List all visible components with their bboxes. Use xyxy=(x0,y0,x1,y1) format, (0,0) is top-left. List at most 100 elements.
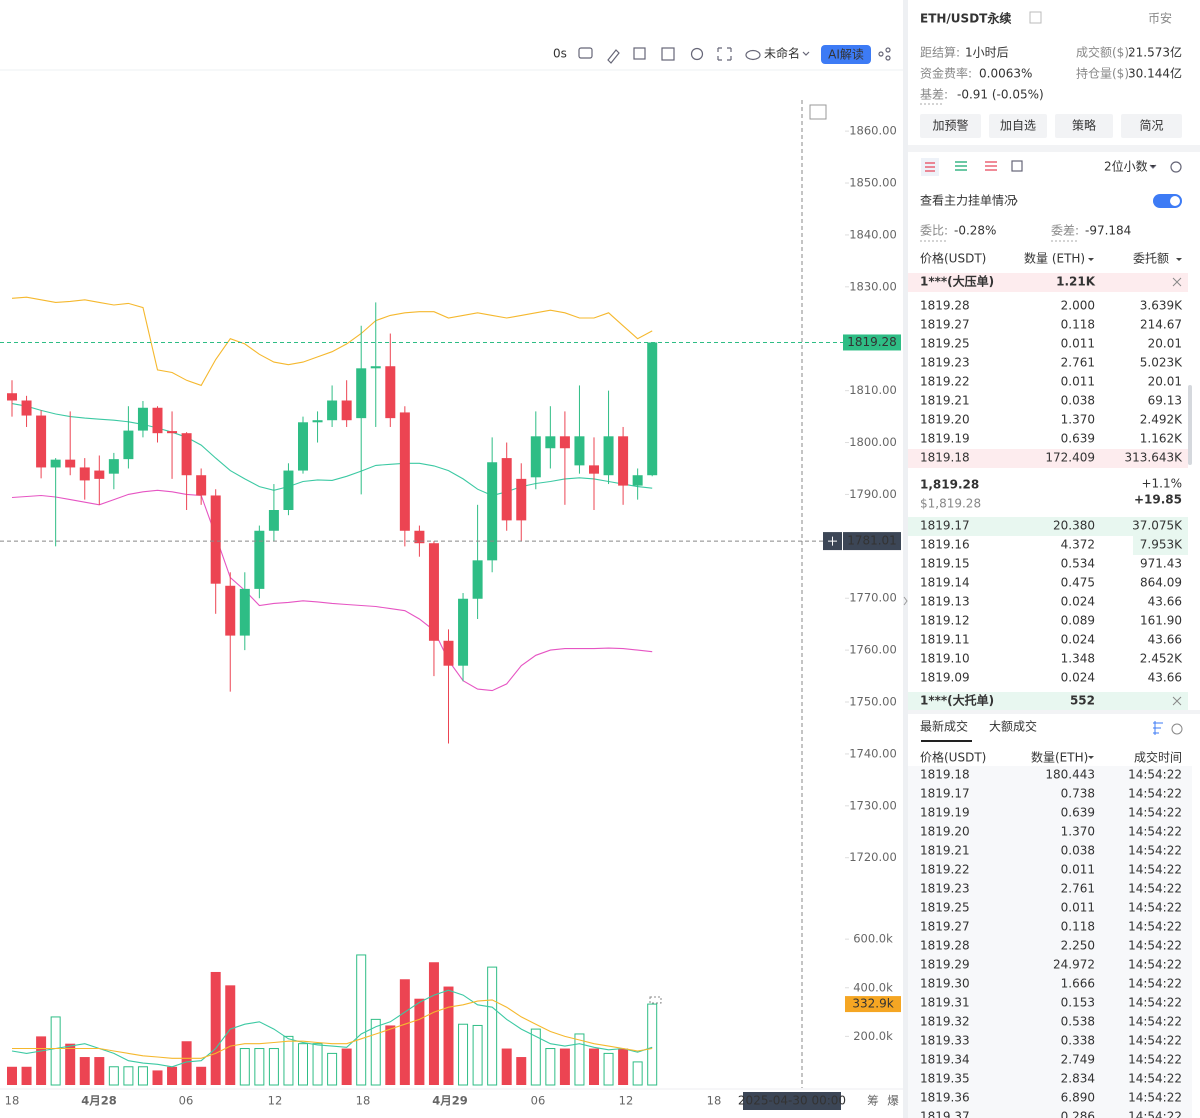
trade-price: 1819.23 xyxy=(920,882,970,896)
volume-bar xyxy=(283,1035,294,1086)
mode-depth-icon[interactable] xyxy=(1011,160,1023,172)
book-amount: 7.953K xyxy=(1140,538,1183,552)
candle-body xyxy=(123,430,134,460)
trade-qty: 1.666 xyxy=(1061,977,1095,991)
last-usd: $1,819.28 xyxy=(920,497,981,511)
decimals-arrow[interactable] xyxy=(1149,164,1157,169)
crosshair-price-tag xyxy=(843,532,901,551)
last-price-label: 1819.28 xyxy=(847,335,897,349)
decimals-select[interactable]: 2位小数 xyxy=(1104,159,1148,174)
share-icon[interactable] xyxy=(878,51,884,57)
action-button-label[interactable]: 简况 xyxy=(1139,119,1163,133)
copy-icon[interactable] xyxy=(1029,11,1042,24)
candle-body xyxy=(559,436,570,449)
volume-bar xyxy=(647,1003,658,1086)
trade-qty: 0.153 xyxy=(1061,996,1095,1010)
trade-price: 1819.20 xyxy=(920,825,970,839)
book-amount: 43.66 xyxy=(1148,671,1182,685)
mode-asks-icon[interactable] xyxy=(985,161,997,171)
bollinger-line xyxy=(11,403,653,497)
trade-qty: 0.011 xyxy=(1061,901,1095,915)
action-button-label[interactable]: 策略 xyxy=(1072,118,1096,133)
candle-body xyxy=(65,459,76,468)
expand-icon[interactable] xyxy=(809,104,827,120)
mode-bids-icon[interactable] xyxy=(955,161,967,171)
share-icon-2[interactable] xyxy=(885,47,891,53)
close-icon[interactable] xyxy=(1172,696,1182,706)
book-qty: 20.380 xyxy=(1053,519,1095,533)
ai-button-bg[interactable] xyxy=(821,45,871,64)
volume-tick-label: 400.0k xyxy=(853,980,893,994)
y-tick-label: 1860.00 xyxy=(849,124,897,138)
symbol: ETH/USDT永续 xyxy=(920,11,1011,26)
settings-icon[interactable] xyxy=(690,47,704,61)
trade-time: 14:54:22 xyxy=(1128,1053,1182,1067)
book-price: 1819.13 xyxy=(920,595,970,609)
fullscreen-icon[interactable] xyxy=(717,47,732,61)
chevron[interactable] xyxy=(1013,196,1018,206)
scrollbar[interactable] xyxy=(1188,385,1192,465)
action-button-label[interactable]: 加自选 xyxy=(1000,119,1036,133)
splitter-arrow[interactable] xyxy=(903,596,908,606)
trade-time: 14:54:22 xyxy=(1128,901,1182,915)
side-button[interactable]: 筹 xyxy=(867,1094,879,1108)
book-price: 1819.19 xyxy=(920,432,970,446)
trade-settings-icon[interactable] xyxy=(1171,723,1183,735)
volume-bar xyxy=(487,966,498,1086)
action-button[interactable] xyxy=(1121,114,1182,138)
volume-bar xyxy=(501,1048,512,1085)
candle-body xyxy=(283,470,294,510)
camera-icon[interactable] xyxy=(578,47,593,59)
cursor-time-tag xyxy=(743,1092,841,1110)
book-header: 委托额 xyxy=(1133,252,1169,266)
cloud-icon[interactable] xyxy=(745,49,761,61)
book-amount: 43.66 xyxy=(1148,595,1182,609)
time-label: 06 xyxy=(179,1094,194,1108)
filter-icon[interactable] xyxy=(1153,721,1163,735)
share-icon-3[interactable] xyxy=(885,55,891,61)
action-button[interactable] xyxy=(989,114,1047,138)
candle-body xyxy=(618,436,629,486)
volume-marker xyxy=(649,996,662,1004)
side-button[interactable]: 爆 xyxy=(887,1094,899,1108)
panel-splitter[interactable] xyxy=(903,0,908,1118)
ratio-label: 委比: xyxy=(920,224,948,238)
interval[interactable]: 0s xyxy=(553,47,567,61)
candle-body xyxy=(385,366,396,419)
layout-name[interactable]: 未命名 xyxy=(764,46,800,61)
trade-qty: 0.286 xyxy=(1061,1110,1095,1118)
save-icon[interactable] xyxy=(661,47,675,61)
toggle-label: 查看主力挂单情况 xyxy=(920,194,1016,208)
crosshair-price-label: 1781.01 xyxy=(847,534,897,548)
volume-bar xyxy=(196,1066,207,1085)
volume-bar xyxy=(108,1066,119,1086)
ai-button[interactable]: AI解读 xyxy=(828,48,864,62)
dropdown-icon[interactable] xyxy=(802,51,810,56)
trade-header: 价格(USDT) xyxy=(920,750,986,765)
layout-icon[interactable] xyxy=(633,47,646,60)
tab[interactable]: 大额成交 xyxy=(989,719,1037,734)
trade-sort-arrow[interactable] xyxy=(1088,756,1094,759)
mode-both-icon[interactable] xyxy=(925,162,935,172)
section-gap xyxy=(908,145,1200,152)
trades-bg xyxy=(908,766,1192,1118)
book-qty: 0.534 xyxy=(1061,557,1095,571)
volume-bar xyxy=(123,1066,134,1086)
action-button[interactable] xyxy=(1055,114,1113,138)
pen-icon[interactable] xyxy=(607,49,620,64)
trade-price: 1819.27 xyxy=(920,920,970,934)
y-tick-label: 1730.00 xyxy=(849,798,897,812)
action-button-label[interactable]: 加预警 xyxy=(932,118,968,133)
trade-header: 数量(ETH) xyxy=(1031,750,1088,765)
tab[interactable]: 最新成交 xyxy=(920,719,968,734)
book-settings-icon[interactable] xyxy=(1170,161,1182,173)
toggle-knob[interactable] xyxy=(1170,196,1180,206)
close-icon[interactable] xyxy=(1172,277,1182,287)
book-qty: 0.118 xyxy=(1061,318,1095,332)
book-qty: 0.024 xyxy=(1061,633,1095,647)
candle-body xyxy=(298,422,308,471)
book-qty: 0.475 xyxy=(1061,576,1095,590)
action-button[interactable] xyxy=(920,114,981,138)
book-header: 数量 (ETH) xyxy=(1024,251,1085,266)
book-price: 1819.16 xyxy=(920,538,970,552)
